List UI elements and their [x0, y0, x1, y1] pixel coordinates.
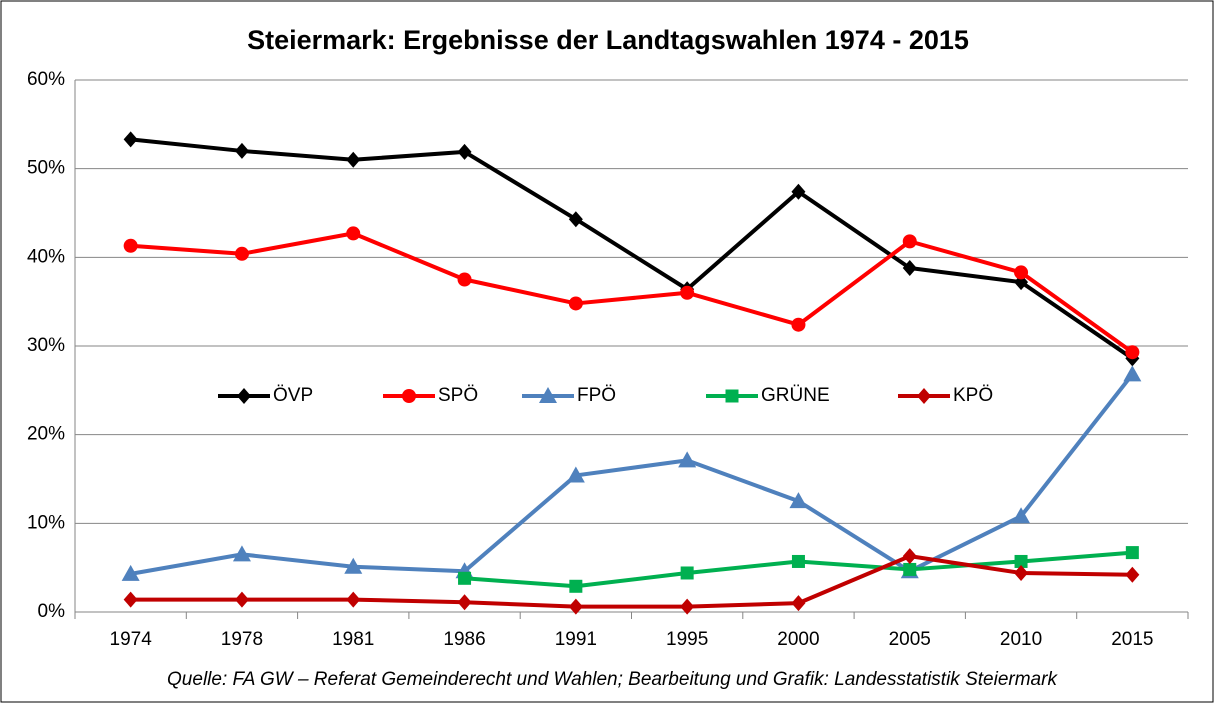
y-tick-label: 60% [27, 69, 65, 90]
x-tick-label: 1991 [555, 629, 597, 650]
marker [1125, 566, 1140, 583]
marker [539, 387, 557, 403]
marker [791, 317, 806, 332]
marker [680, 566, 694, 580]
marker [680, 285, 695, 300]
marker [791, 554, 805, 568]
marker [680, 598, 695, 615]
y-tick-label: 10% [27, 512, 65, 533]
y-tick-label: 50% [27, 158, 65, 179]
marker [1125, 345, 1140, 360]
legend-label: FPÖ [577, 385, 616, 406]
marker [902, 548, 917, 565]
marker [789, 492, 808, 509]
marker [902, 234, 917, 249]
legend-label: GRÜNE [761, 385, 830, 406]
series-line [130, 137, 1134, 361]
marker [234, 142, 249, 159]
y-tick-label: 40% [27, 246, 65, 267]
marker [234, 246, 249, 261]
marker [346, 591, 361, 608]
marker [568, 211, 583, 228]
y-tick-label: 20% [27, 424, 65, 445]
marker [344, 557, 363, 574]
y-tick-label: 0% [38, 601, 66, 622]
legend-label: SPÖ [438, 385, 478, 406]
x-tick-label: 1981 [332, 629, 374, 650]
x-tick-label: 1986 [443, 629, 485, 650]
marker [234, 591, 249, 608]
marker [902, 259, 917, 276]
legend-label: ÖVP [273, 385, 313, 406]
marker [678, 451, 697, 468]
marker [346, 226, 361, 241]
marker [123, 591, 138, 608]
x-tick-label: 1974 [110, 629, 153, 650]
x-tick-label: 2005 [889, 629, 931, 650]
marker [791, 183, 806, 200]
marker [346, 151, 361, 168]
x-tick-label: 2000 [777, 629, 819, 650]
marker [568, 598, 583, 615]
source-note: Quelle: FA GW – Referat Gemeinderecht un… [167, 669, 1058, 690]
marker [1125, 546, 1139, 560]
marker [903, 562, 917, 576]
marker [568, 296, 583, 311]
legend-label: KPÖ [953, 385, 993, 406]
x-tick-label: 2015 [1111, 629, 1153, 650]
marker [1014, 564, 1029, 581]
y-tick-label: 30% [27, 335, 65, 356]
marker [1012, 507, 1031, 524]
marker [1014, 265, 1029, 280]
x-tick-label: 1995 [666, 629, 708, 650]
series-line [130, 373, 1134, 576]
marker [232, 545, 251, 562]
marker [121, 564, 140, 581]
marker [1123, 365, 1142, 382]
marker [457, 143, 472, 160]
series-line [130, 231, 1134, 354]
marker [569, 579, 583, 593]
marker [457, 594, 472, 611]
marker [237, 388, 251, 404]
marker [725, 389, 739, 403]
chart-title: Steiermark: Ergebnisse der Landtagswahle… [247, 25, 969, 55]
marker [402, 389, 416, 403]
series-line [130, 554, 1133, 609]
marker [458, 571, 472, 585]
marker [123, 238, 138, 253]
marker [1014, 554, 1028, 568]
marker [791, 595, 806, 612]
marker [566, 466, 585, 483]
x-tick-label: 1978 [221, 629, 263, 650]
marker [457, 272, 472, 287]
marker [123, 131, 138, 148]
marker [917, 388, 931, 404]
x-tick-label: 2010 [1000, 629, 1042, 650]
